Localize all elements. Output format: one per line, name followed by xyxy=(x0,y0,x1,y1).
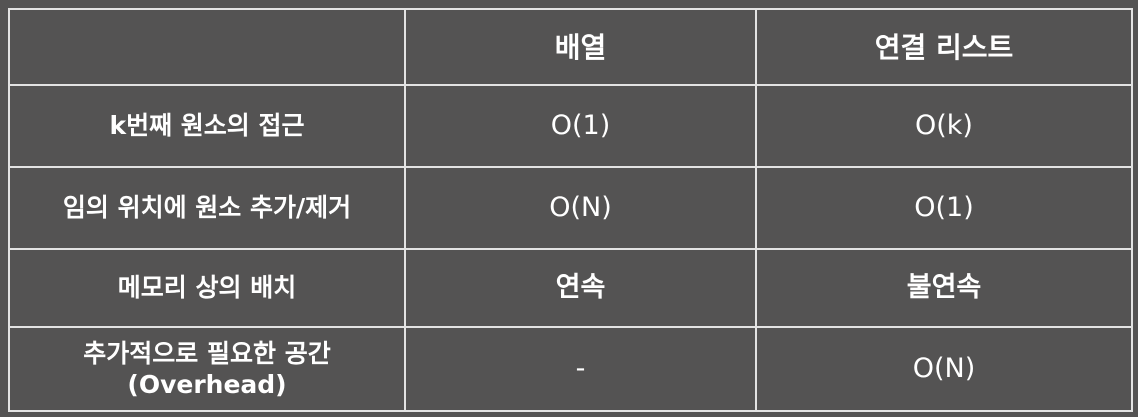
row-label-overhead: 추가적으로 필요한 공간 (Overhead) xyxy=(8,326,406,412)
cell-linked-list-insert-remove: O(1) xyxy=(755,166,1133,250)
header-corner-cell xyxy=(8,8,406,86)
row-label-text: 추가적으로 필요한 공간 xyxy=(83,338,331,368)
row-label-memory-layout: 메모리 상의 배치 xyxy=(8,248,406,328)
table-row: k번째 원소의 접근 O(1) O(k) xyxy=(8,84,1133,168)
cell-array-overhead: - xyxy=(404,326,757,412)
cell-linked-list-access: O(k) xyxy=(755,84,1133,168)
cell-linked-list-memory-layout: 불연속 xyxy=(755,248,1133,328)
header-array: 배열 xyxy=(404,8,757,86)
row-label-access: k번째 원소의 접근 xyxy=(8,84,406,168)
cell-array-access: O(1) xyxy=(404,84,757,168)
cell-array-memory-layout: 연속 xyxy=(404,248,757,328)
table-row: 메모리 상의 배치 연속 불연속 xyxy=(8,248,1133,328)
table-row: 임의 위치에 원소 추가/제거 O(N) O(1) xyxy=(8,166,1133,250)
table-header-row: 배열 연결 리스트 xyxy=(8,8,1133,86)
array-vs-linked-list-table: 배열 연결 리스트 k번째 원소의 접근 O(1) O(k) 임의 위치에 원소… xyxy=(8,8,1133,412)
cell-array-insert-remove: O(N) xyxy=(404,166,757,250)
row-label-text: k번째 원소의 접근 xyxy=(109,111,305,141)
table-row: 추가적으로 필요한 공간 (Overhead) - O(N) xyxy=(8,326,1133,412)
cell-linked-list-overhead: O(N) xyxy=(755,326,1133,412)
header-linked-list: 연결 리스트 xyxy=(755,8,1133,86)
row-label-text: 메모리 상의 배치 xyxy=(117,273,297,303)
row-label-insert-remove: 임의 위치에 원소 추가/제거 xyxy=(8,166,406,250)
row-label-text: 임의 위치에 원소 추가/제거 xyxy=(62,193,352,223)
row-label-subtext: (Overhead) xyxy=(127,370,287,399)
